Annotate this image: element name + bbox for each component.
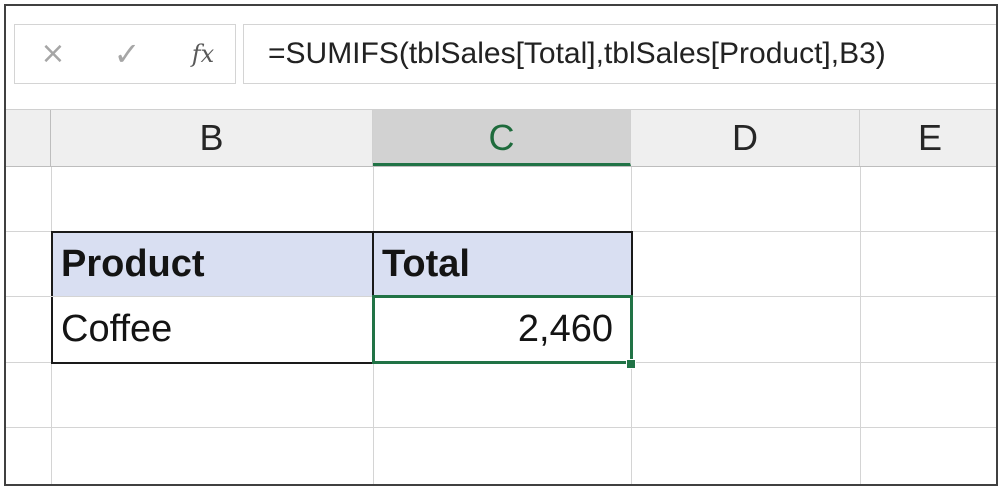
formula-bar-buttons: × ✓ fx <box>14 24 236 84</box>
column-header-d[interactable]: D <box>631 110 860 166</box>
column-header-c[interactable]: C <box>373 110 631 166</box>
column-header-b[interactable]: B <box>51 110 373 166</box>
worksheet-grid[interactable]: Product Total Coffee 2,460 <box>6 167 996 484</box>
table-header-total[interactable]: Total <box>374 233 631 296</box>
spreadsheet-window: × ✓ fx =SUMIFS(tblSales[Total],tblSales[… <box>4 4 998 486</box>
table-row-divider <box>51 296 633 297</box>
table-column-divider <box>372 231 374 364</box>
insert-function-icon[interactable]: fx <box>191 40 215 68</box>
formula-bar: × ✓ fx =SUMIFS(tblSales[Total],tblSales[… <box>6 6 996 109</box>
formula-input[interactable]: =SUMIFS(tblSales[Total],tblSales[Product… <box>243 24 996 84</box>
fill-handle[interactable] <box>626 359 636 369</box>
gridline <box>6 427 996 428</box>
gridline <box>51 167 52 484</box>
gridline <box>631 167 632 484</box>
gridline <box>860 167 861 484</box>
column-header-e[interactable]: E <box>917 117 942 158</box>
enter-check-icon[interactable]: ✓ <box>113 35 141 73</box>
column-header-row: B C D E <box>6 109 996 167</box>
table-header-product[interactable]: Product <box>53 233 373 296</box>
gridline <box>6 231 996 232</box>
table-cell-product[interactable]: Coffee <box>61 308 173 350</box>
row-header-corner[interactable] <box>6 110 51 166</box>
gridline <box>6 362 996 363</box>
table-cell-total[interactable]: 2,460 <box>517 308 613 350</box>
cancel-icon[interactable]: × <box>40 36 66 71</box>
